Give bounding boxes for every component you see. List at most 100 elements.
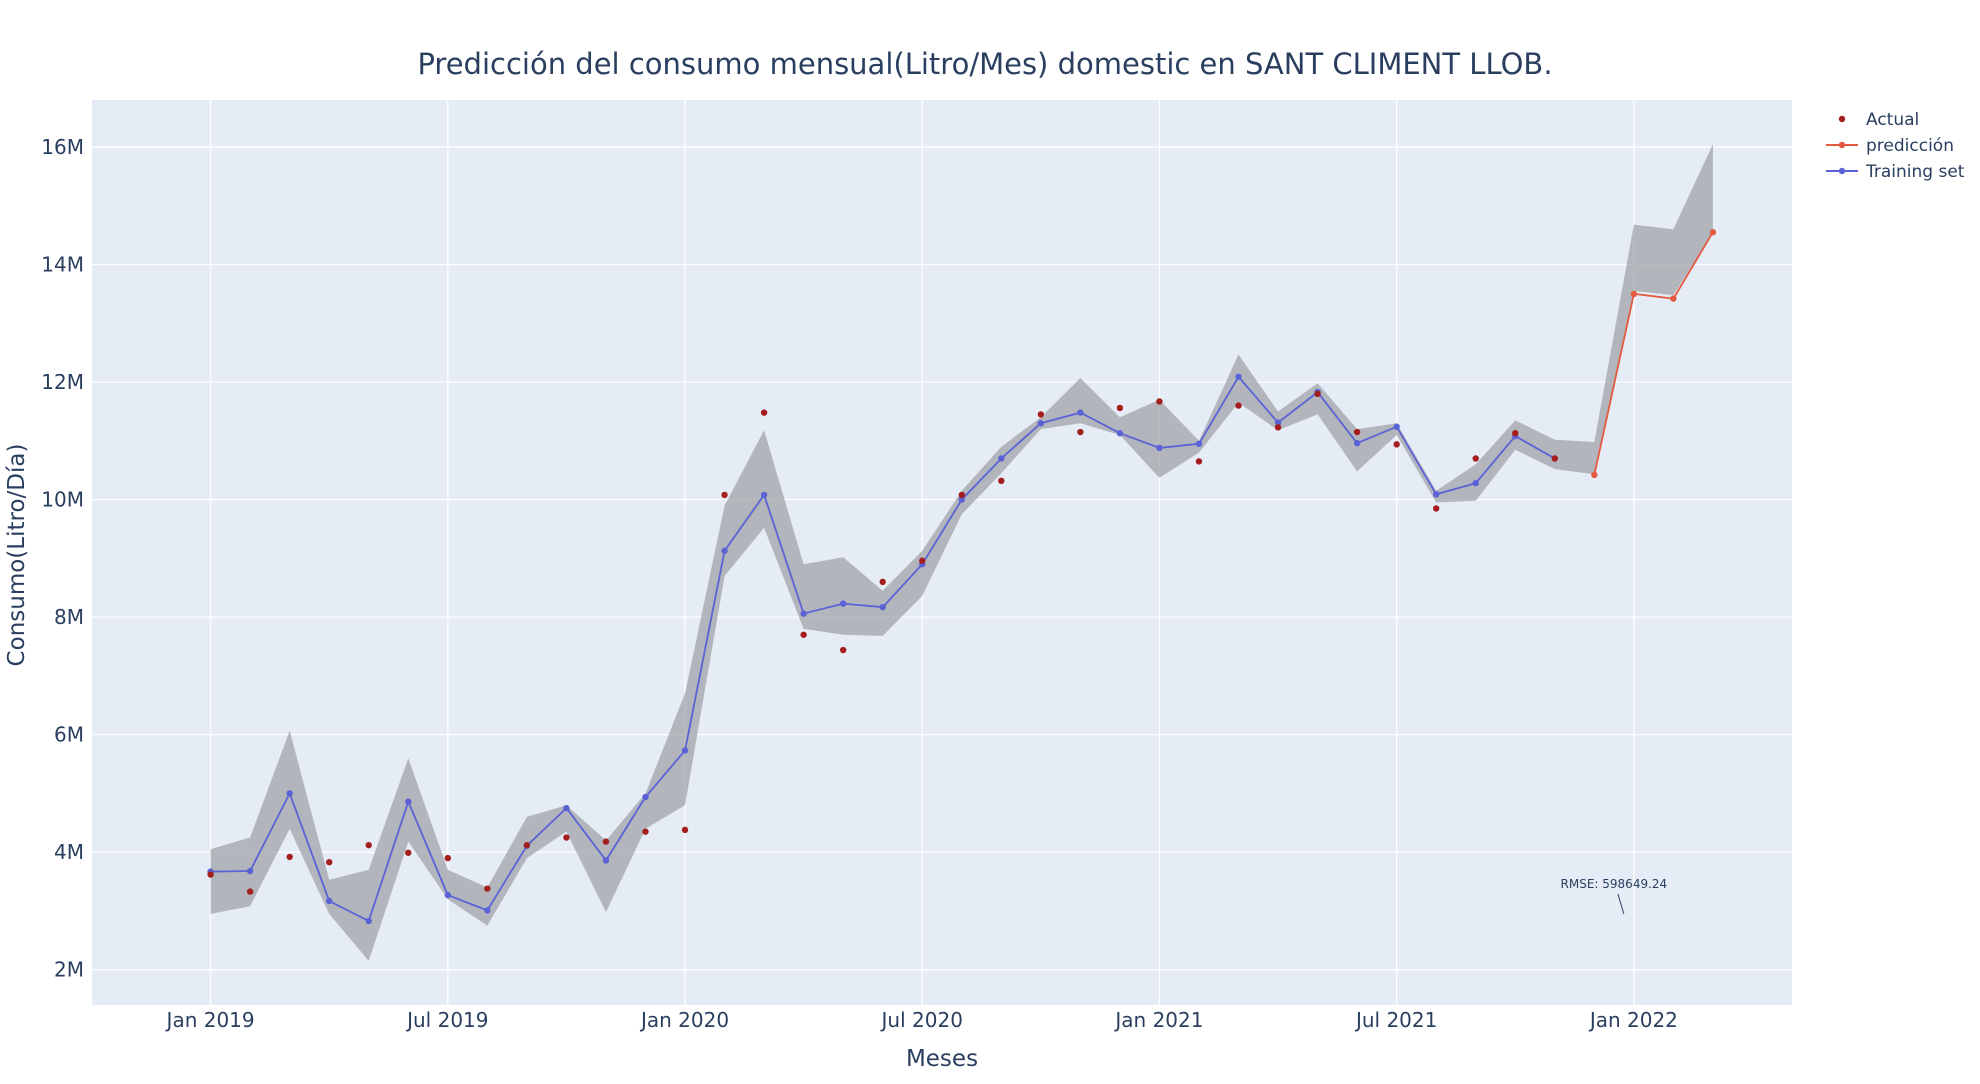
data-point-predicci-n[interactable] xyxy=(1670,295,1677,302)
data-point-actual[interactable] xyxy=(1512,430,1519,437)
data-point-actual[interactable] xyxy=(1551,455,1558,462)
y-tick-label: 16M xyxy=(41,135,84,159)
data-point-training-set[interactable] xyxy=(1432,491,1440,498)
data-point-training-set[interactable] xyxy=(246,867,254,875)
data-point-predicci-n[interactable] xyxy=(1591,471,1598,479)
data-point-actual[interactable] xyxy=(1116,404,1124,412)
data-point-actual[interactable] xyxy=(642,828,649,835)
x-tick-label: Jul 2020 xyxy=(880,1008,963,1032)
data-point-training-set[interactable] xyxy=(484,907,491,914)
x-tick-label: Jan 2020 xyxy=(639,1008,729,1032)
x-tick-label: Jan 2022 xyxy=(1588,1008,1678,1032)
data-point-actual[interactable] xyxy=(1472,455,1479,462)
legend-item-predicci-n[interactable]: predicción xyxy=(1826,136,1954,156)
x-axis-label: Meses xyxy=(906,1046,978,1072)
data-point-actual[interactable] xyxy=(1235,402,1242,409)
data-point-actual[interactable] xyxy=(800,631,807,638)
data-point-actual[interactable] xyxy=(721,491,728,499)
data-point-actual[interactable] xyxy=(958,491,965,499)
annotation-layer: RMSE: 598649.24 xyxy=(1561,877,1668,915)
series-actual xyxy=(207,390,1558,895)
data-point-actual[interactable] xyxy=(839,646,847,654)
data-point-actual[interactable] xyxy=(444,854,452,862)
data-point-actual[interactable] xyxy=(1156,398,1163,405)
data-point-training-set[interactable] xyxy=(760,491,768,499)
data-point-actual[interactable] xyxy=(563,834,570,841)
y-axis-label: Consumo(Litro/Día) xyxy=(4,444,30,667)
y-tick-label: 6M xyxy=(54,723,84,747)
data-point-training-set[interactable] xyxy=(721,547,728,554)
y-tick-label: 14M xyxy=(41,253,84,277)
x-tick-label: Jan 2021 xyxy=(1113,1008,1203,1032)
data-point-predicci-n[interactable] xyxy=(1630,290,1638,298)
data-point-training-set[interactable] xyxy=(1156,444,1163,452)
data-point-actual[interactable] xyxy=(1037,411,1045,418)
data-point-training-set[interactable] xyxy=(1393,423,1400,430)
y-tick-label: 2M xyxy=(54,958,84,982)
data-point-actual[interactable] xyxy=(760,409,768,416)
data-point-training-set[interactable] xyxy=(998,455,1005,462)
data-point-actual[interactable] xyxy=(681,826,689,834)
data-point-actual[interactable] xyxy=(405,849,412,856)
legend-item-actual[interactable]: Actual xyxy=(1838,110,1919,130)
data-point-training-set[interactable] xyxy=(1472,479,1479,487)
x-tick-labels: Jan 2019 Jul 2019 Jan 2020 Jul 2020 Jan 2021… xyxy=(165,1008,1678,1032)
data-point-training-set[interactable] xyxy=(642,793,649,801)
data-point-actual[interactable] xyxy=(998,477,1005,485)
data-point-training-set[interactable] xyxy=(800,610,807,617)
data-point-actual[interactable] xyxy=(484,885,491,892)
data-point-actual[interactable] xyxy=(523,841,531,849)
legend[interactable]: Actual predicción Training set xyxy=(1826,110,1965,182)
legend-marker xyxy=(1838,141,1846,149)
data-point-training-set[interactable] xyxy=(286,790,293,797)
data-point-training-set[interactable] xyxy=(958,496,965,503)
x-tick-label: Jan 2019 xyxy=(165,1008,255,1032)
data-point-training-set[interactable] xyxy=(1235,373,1242,380)
data-point-training-set[interactable] xyxy=(326,897,333,905)
data-point-training-set[interactable] xyxy=(681,747,689,754)
legend-marker xyxy=(1838,115,1846,123)
data-point-training-set[interactable] xyxy=(405,798,412,805)
legend-marker xyxy=(1838,167,1846,175)
data-point-actual[interactable] xyxy=(879,578,886,586)
legend-item-training-set[interactable]: Training set xyxy=(1826,162,1965,182)
data-point-training-set[interactable] xyxy=(1274,419,1282,426)
y-tick-label: 4M xyxy=(54,840,84,864)
data-point-actual[interactable] xyxy=(1077,428,1084,436)
data-point-training-set[interactable] xyxy=(365,917,372,925)
data-point-actual[interactable] xyxy=(1195,458,1203,465)
series-line-predicci-n xyxy=(1593,231,1714,476)
data-point-actual[interactable] xyxy=(246,888,254,895)
data-point-predicci-n[interactable] xyxy=(1709,229,1717,236)
data-point-training-set[interactable] xyxy=(444,891,452,899)
data-point-actual[interactable] xyxy=(602,838,610,845)
y-tick-label: 12M xyxy=(41,370,84,394)
x-tick-label: Jul 2019 xyxy=(405,1008,488,1032)
annotation-rmse: RMSE: 598649.24 xyxy=(1561,877,1668,891)
y-tick-label: 8M xyxy=(54,605,84,629)
data-point-actual[interactable] xyxy=(1393,441,1400,448)
legend-label: Actual xyxy=(1866,110,1919,130)
data-point-actual[interactable] xyxy=(207,871,214,878)
data-point-actual[interactable] xyxy=(1314,390,1321,398)
data-point-training-set[interactable] xyxy=(1116,430,1124,437)
data-point-training-set[interactable] xyxy=(1037,420,1045,427)
data-point-training-set[interactable] xyxy=(1195,440,1203,447)
data-point-actual[interactable] xyxy=(1353,428,1361,436)
data-point-training-set[interactable] xyxy=(879,603,886,611)
data-point-actual[interactable] xyxy=(326,858,333,866)
data-point-actual[interactable] xyxy=(286,853,293,861)
y-tick-label: 10M xyxy=(41,488,84,512)
data-point-training-set[interactable] xyxy=(1353,439,1361,447)
data-point-training-set[interactable] xyxy=(602,857,610,864)
legend-label: Training set xyxy=(1865,162,1965,182)
data-point-actual[interactable] xyxy=(1274,424,1282,431)
data-point-actual[interactable] xyxy=(365,841,372,849)
data-point-training-set[interactable] xyxy=(1077,409,1084,416)
data-point-training-set[interactable] xyxy=(563,804,570,812)
confidence-band xyxy=(210,144,1713,961)
data-point-training-set[interactable] xyxy=(839,600,847,607)
data-point-actual[interactable] xyxy=(1432,505,1440,512)
data-point-actual[interactable] xyxy=(919,557,926,564)
